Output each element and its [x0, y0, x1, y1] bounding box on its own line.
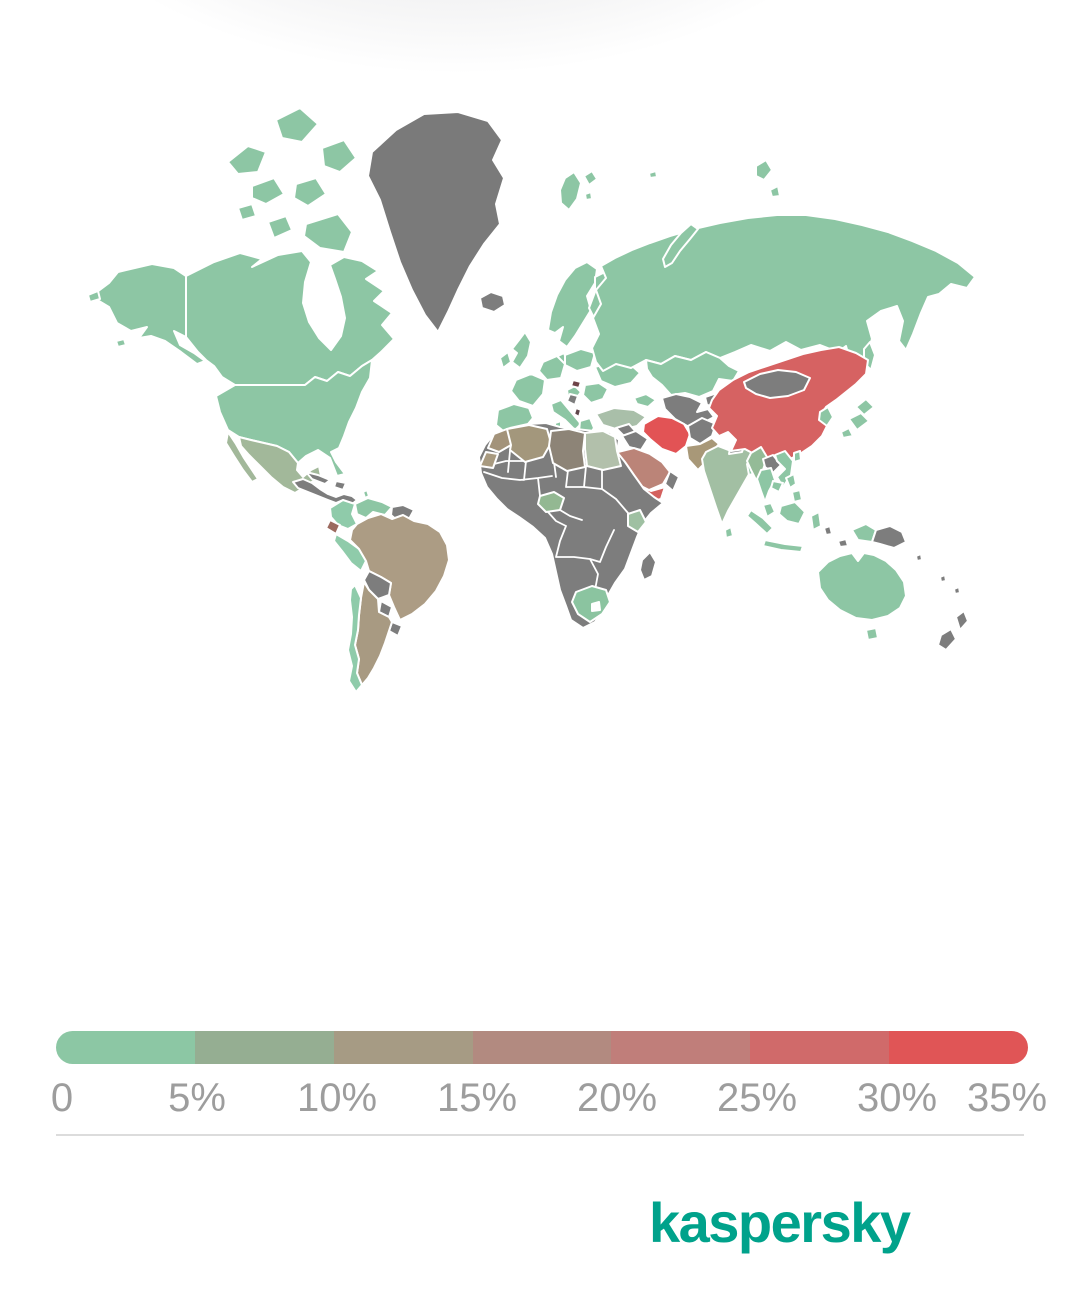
united-kingdom[interactable] [511, 331, 532, 369]
pacific-islands[interactable] [915, 553, 961, 595]
germany-central-europe[interactable] [538, 355, 566, 381]
legend-label-10: 10% [296, 1076, 378, 1120]
country-iceland[interactable] [479, 291, 506, 313]
country-oman[interactable] [664, 470, 680, 492]
country-nigeria[interactable] [537, 491, 565, 513]
serbia-bosnia[interactable] [566, 393, 579, 406]
kaspersky-logo: kaspersky [649, 1191, 911, 1254]
legend-label-5: 5% [168, 1076, 226, 1120]
country-madagascar[interactable] [639, 551, 657, 581]
africa-internal-borders [483, 450, 629, 591]
novaya-zemlya[interactable] [648, 159, 781, 268]
country-brazil[interactable] [349, 513, 450, 621]
country-greenland[interactable] [367, 111, 505, 333]
hungary-area[interactable] [570, 379, 582, 389]
taiwan[interactable] [793, 450, 802, 463]
hispaniola-island[interactable] [333, 480, 347, 491]
legend-segment-20-25 [611, 1031, 751, 1064]
country-algeria[interactable] [506, 424, 552, 463]
papua-new-guinea[interactable] [871, 525, 907, 549]
choropleth-legend-bar [56, 1031, 1028, 1064]
country-philippines[interactable] [785, 473, 803, 503]
legend-label-15: 15% [436, 1076, 518, 1120]
tasmania[interactable] [865, 627, 879, 641]
legend-segment-30-35 [889, 1031, 1028, 1064]
malay-peninsula[interactable] [762, 502, 776, 518]
france[interactable] [510, 373, 546, 407]
alaska-island[interactable] [87, 290, 127, 348]
albania-area[interactable] [573, 407, 582, 418]
legend-label-20: 20% [576, 1076, 658, 1120]
korean-peninsula[interactable] [818, 406, 834, 427]
borneo[interactable] [778, 501, 806, 525]
canadian-arctic-islands[interactable] [227, 107, 357, 253]
legend-segment-5-10 [194, 1031, 334, 1064]
romania-bulgaria[interactable] [582, 382, 609, 404]
legend-segment-25-30 [750, 1031, 890, 1064]
country-japan[interactable] [840, 398, 875, 439]
country-chile[interactable] [347, 584, 363, 693]
legend-segment-10-15 [333, 1031, 473, 1064]
western-sahara[interactable] [479, 451, 499, 469]
java[interactable] [762, 539, 804, 553]
sulawesi[interactable] [810, 511, 822, 531]
lesotho-hole[interactable] [591, 601, 601, 612]
country-egypt[interactable] [584, 430, 622, 471]
country-cuba[interactable] [305, 471, 331, 485]
country-mongolia[interactable] [743, 369, 811, 399]
timor-islands[interactable] [823, 525, 849, 548]
country-kenya[interactable] [627, 509, 647, 533]
country-turkey[interactable] [595, 407, 647, 431]
country-iraq[interactable] [621, 430, 649, 451]
legend-tick-labels: 0 5% 10% 15% 20% 25% 30% 35% [0, 1076, 1080, 1120]
legend-label-0: 0 [50, 1076, 74, 1120]
country-libya[interactable] [548, 428, 586, 472]
legend-label-35: 35% [966, 1076, 1048, 1120]
country-australia[interactable] [817, 552, 907, 621]
poland-baltics[interactable] [564, 348, 596, 372]
caucasus[interactable] [633, 393, 657, 408]
country-cambodia[interactable] [770, 480, 784, 493]
country-peru[interactable] [333, 533, 367, 572]
country-afghanistan[interactable] [687, 417, 717, 445]
scandinavia[interactable] [547, 261, 598, 348]
ireland[interactable] [499, 351, 512, 369]
sumatra[interactable] [746, 509, 774, 535]
baja-california[interactable] [225, 431, 259, 483]
svalbard[interactable] [559, 170, 598, 211]
country-thailand[interactable] [756, 467, 776, 503]
legend-segment-15-20 [472, 1031, 612, 1064]
horizontal-divider [56, 1134, 1024, 1136]
country-sri-lanka[interactable] [724, 526, 734, 539]
world-choropleth-map [87, 107, 976, 693]
country-russia[interactable] [591, 214, 976, 372]
central-america[interactable] [292, 478, 358, 506]
country-new-zealand[interactable] [937, 610, 969, 651]
legend-label-25: 25% [716, 1076, 798, 1120]
country-venezuela[interactable] [354, 497, 393, 519]
country-china[interactable] [708, 346, 869, 462]
country-kazakhstan[interactable] [645, 351, 740, 398]
legend-segment-0-5 [56, 1031, 195, 1064]
legend-label-30: 30% [856, 1076, 938, 1120]
